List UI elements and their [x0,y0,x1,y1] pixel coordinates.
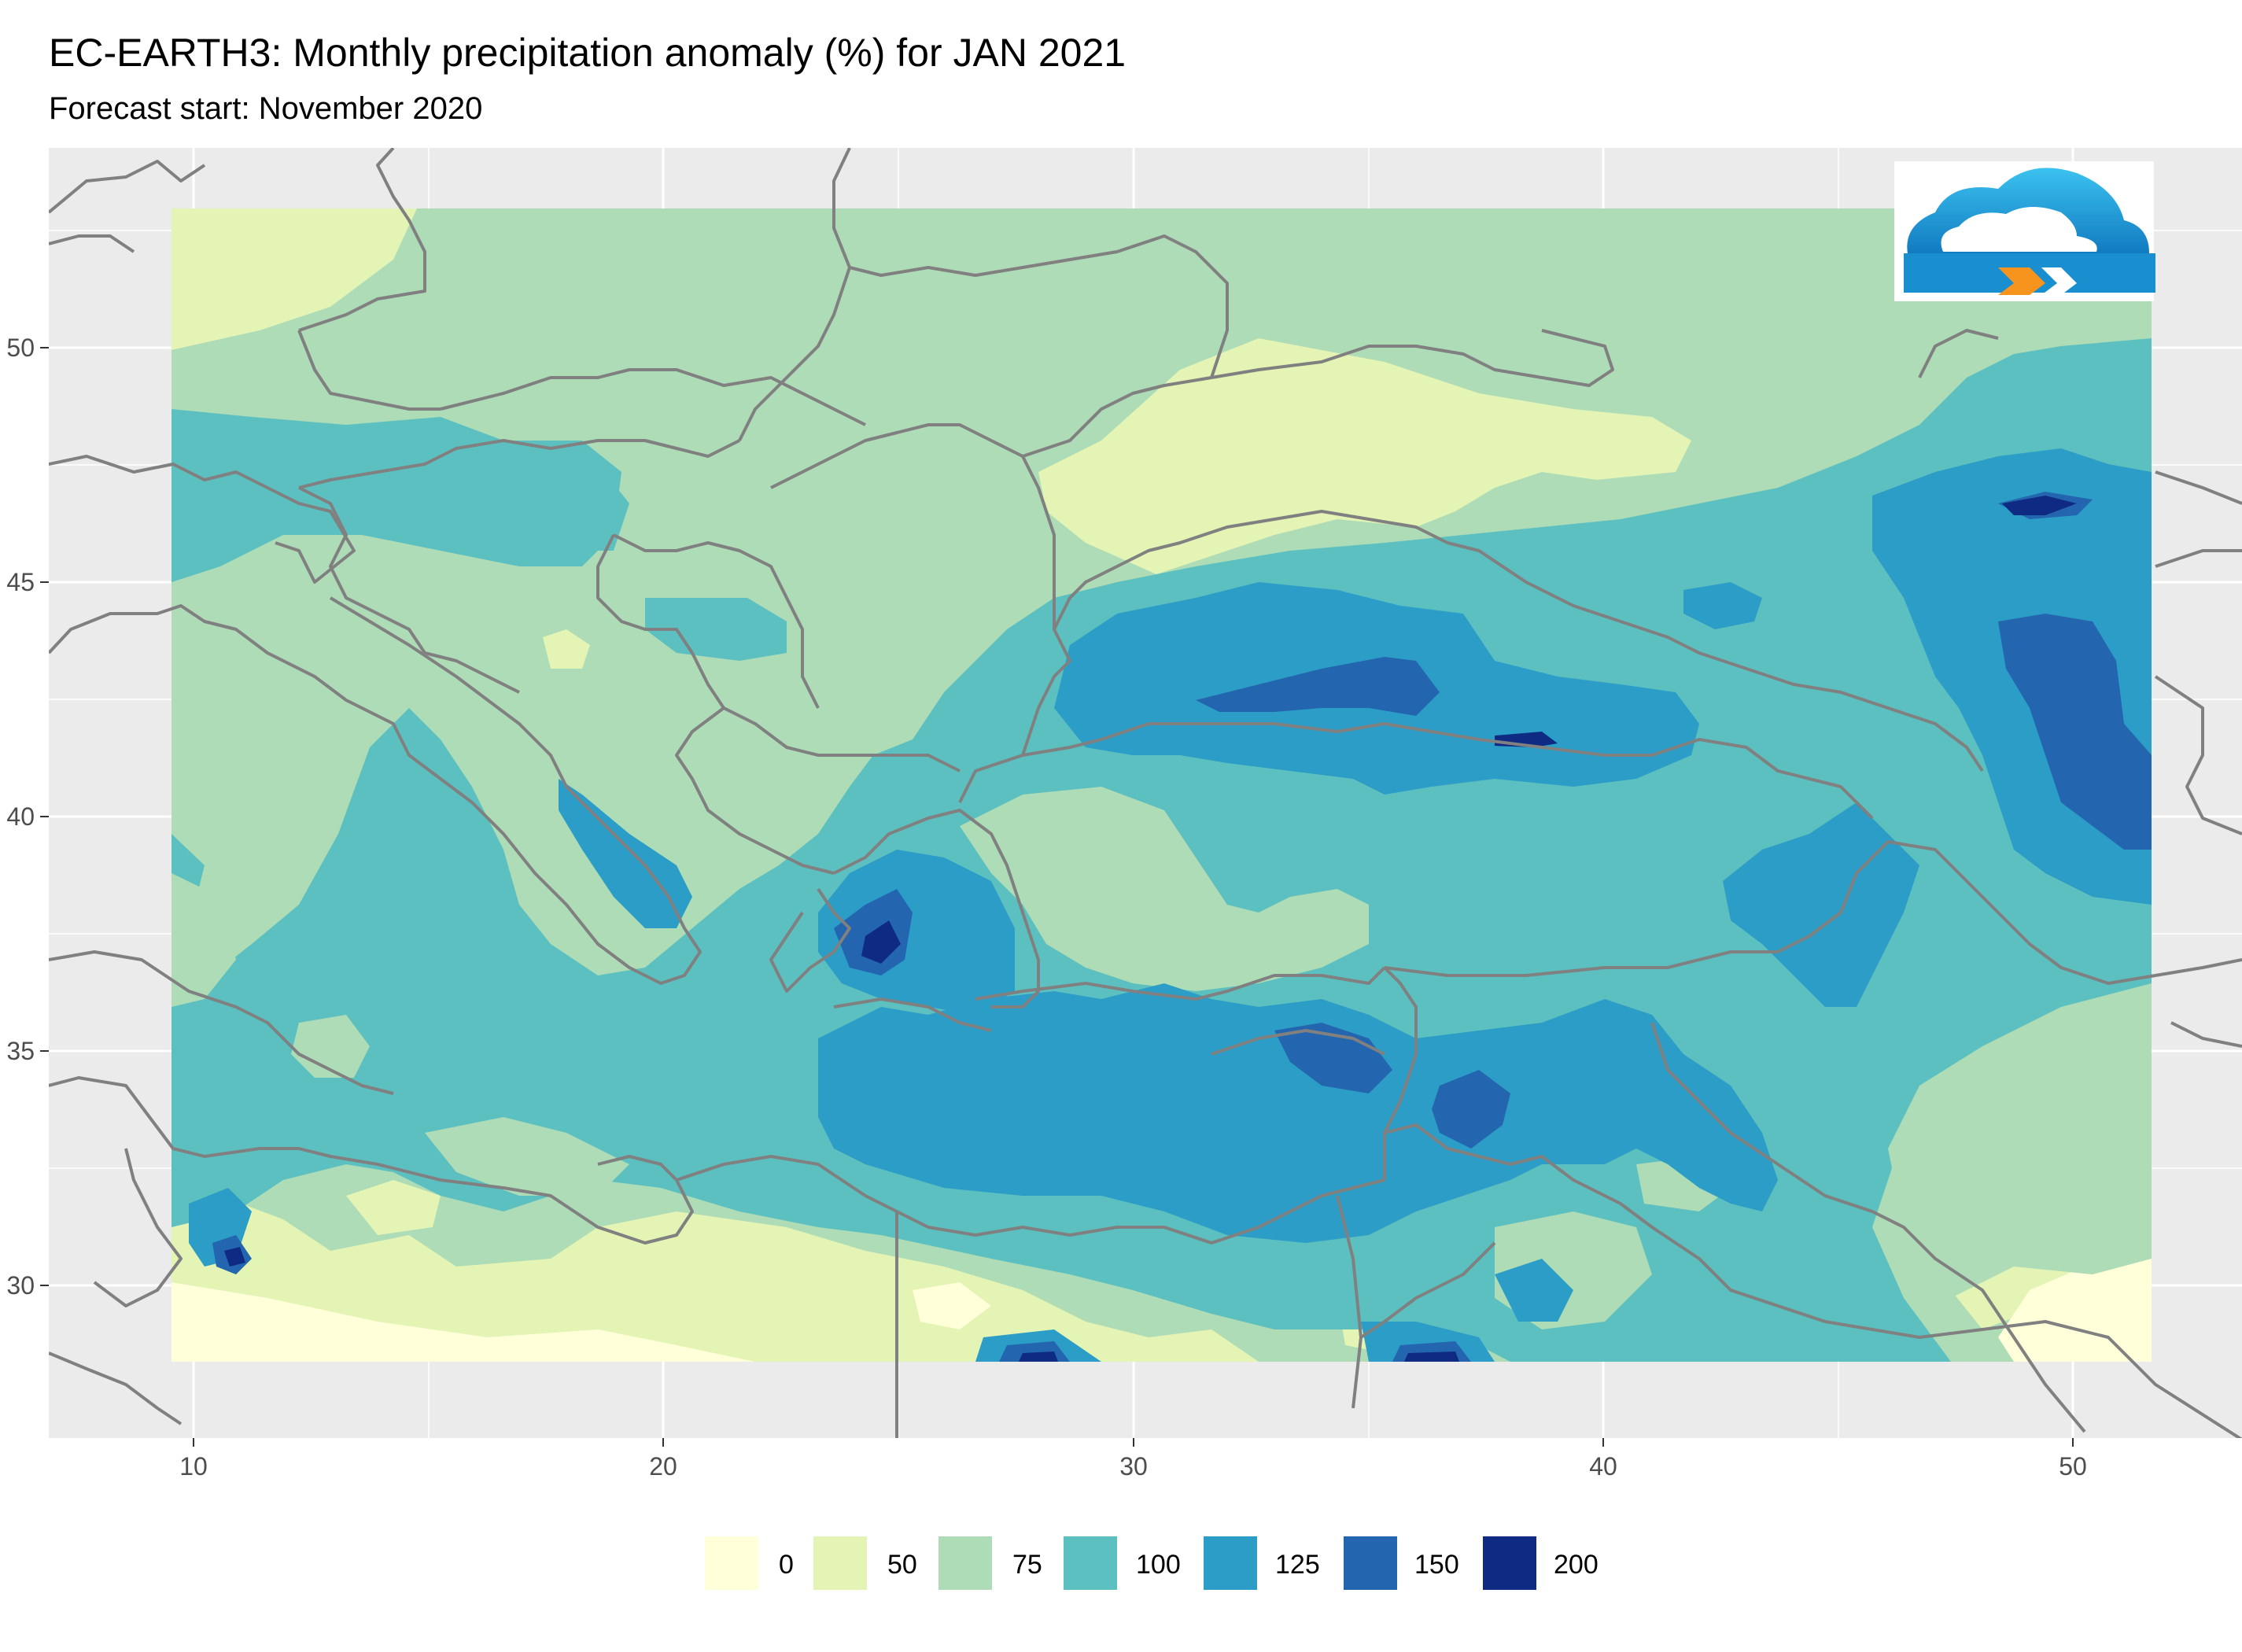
contour-band-200 [1019,1351,1058,1362]
legend-label: 0 [779,1550,794,1580]
legend-label: 50 [887,1550,917,1580]
y-tick-label: 30 [6,1271,35,1300]
legend-label: 150 [1414,1550,1459,1580]
cloud-logo-icon [1894,161,2155,301]
legend-key-0 [705,1536,758,1590]
contour-band-50 [171,1196,1259,1362]
contour-band-100 [171,409,621,582]
contour-band-0 [913,1282,991,1329]
contour-band-125 [818,983,1778,1243]
x-tick-label: 50 [2059,1452,2087,1481]
legend-key-150 [1344,1536,1397,1590]
contour-band-125 [1495,1259,1573,1322]
legend-label: 125 [1275,1550,1320,1580]
x-tick-label: 10 [179,1452,208,1481]
legend-key-100 [1064,1536,1117,1590]
contour-band-200 [861,920,901,964]
x-axis: 10 20 30 40 50 [179,1438,2087,1481]
y-tick-label: 45 [6,568,35,596]
y-tick-label: 50 [6,334,35,362]
legend-key-75 [938,1536,992,1590]
contour-band-200 [224,1247,245,1267]
country-borders [49,148,2242,1438]
contour-band-75 [2108,1023,2152,1070]
contour-band-125 [818,850,1015,1015]
contour-band-125 [559,779,692,928]
contour-band-150 [1196,657,1440,716]
contour-band-50 [543,629,590,669]
contour-band-100 [645,598,787,661]
contour-band-75 [1888,983,2152,1298]
contour-band-50 [1038,338,1691,574]
contour-band-200 [1404,1351,1459,1362]
contour-band-50 [171,208,417,350]
contour-band-150 [1432,1070,1510,1149]
contour-band-100 [503,464,629,551]
y-axis: 30 35 40 45 50 [6,334,49,1300]
legend-label: 100 [1136,1550,1181,1580]
legend: 0 50 75 100 125 150 200 [705,1536,1599,1590]
contour-band-200 [2002,496,2077,515]
contour-band-125 [1683,582,1762,629]
x-tick-label: 20 [649,1452,677,1481]
x-tick-label: 40 [1589,1452,1617,1481]
contour-band-0 [171,1282,755,1362]
y-tick-label: 35 [6,1037,35,1065]
contour-band-75 [171,873,236,1007]
legend-key-50 [813,1536,867,1590]
x-tick-label: 30 [1119,1452,1148,1481]
contour-band-75 [291,1015,370,1078]
legend-label: 75 [1012,1550,1042,1580]
contour-band-50 [346,1180,441,1235]
legend-label: 200 [1554,1550,1599,1580]
map-subtitle: Forecast start: November 2020 [49,91,483,126]
map-title: EC-EARTH3: Monthly precipitation anomaly… [49,31,1127,75]
legend-key-125 [1204,1536,1257,1590]
contour-band-75 [425,1117,629,1196]
legend-key-200 [1483,1536,1536,1590]
precipitation-anomaly-field [171,208,2152,1362]
y-tick-label: 40 [6,802,35,831]
contour-band-75 [960,787,1369,991]
contour-band-150 [1274,1023,1392,1093]
contour-band-0 [1998,1259,2152,1362]
contour-band-150 [1998,614,2152,850]
contour-band-125 [1723,802,1919,1007]
